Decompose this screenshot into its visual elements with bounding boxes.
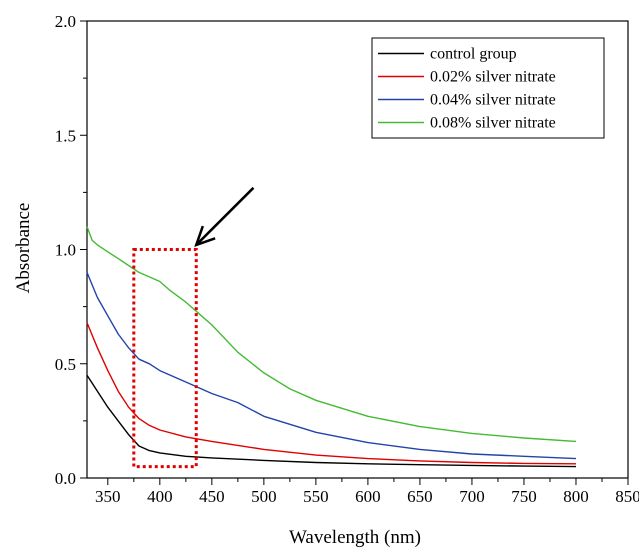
axes-layer: 350 400 450 500 550 600 650 700 750 800 850 0.0 0.5 1… <box>55 12 639 506</box>
series-line-4 <box>86 226 577 443</box>
x-tick-label: 500 <box>251 487 277 506</box>
y-tick-label: 1.5 <box>55 126 76 145</box>
y-tick-label: 1.0 <box>55 241 76 260</box>
annotation-layer <box>132 186 255 469</box>
legend-label-2: 0.02% silver nitrate <box>430 69 556 86</box>
series-line-3 <box>86 272 577 460</box>
x-axis-title: Wavelength (nm) <box>289 527 421 548</box>
arrow-shaft <box>195 186 255 246</box>
x-tick-label: 750 <box>511 487 537 506</box>
legend-label-1: control group <box>430 46 517 63</box>
y-axis-title: Absorbance <box>13 203 34 294</box>
highlight-box <box>132 248 198 469</box>
series-line-2 <box>86 322 577 465</box>
arrow-head <box>194 225 216 247</box>
x-tick-label: 550 <box>303 487 329 506</box>
y-tick-label: 0.5 <box>55 355 76 374</box>
x-tick-label: 350 <box>95 487 121 506</box>
series-layer <box>86 226 577 468</box>
x-tick-label: 450 <box>199 487 225 506</box>
legend: control group 0.02% silver nitrate 0.04% s… <box>371 37 605 139</box>
legend-box <box>371 37 605 139</box>
legend-label-4: 0.08% silver nitrate <box>430 115 556 132</box>
legend-label-3: 0.04% silver nitrate <box>430 92 556 109</box>
x-tick-label: 650 <box>407 487 433 506</box>
x-tick-label: 800 <box>563 487 589 506</box>
x-tick-label: 400 <box>147 487 173 506</box>
y-tick-label: 0.0 <box>55 469 76 488</box>
x-tick-label: 850 <box>615 487 639 506</box>
x-tick-label: 700 <box>459 487 485 506</box>
x-tick-label: 600 <box>355 487 381 506</box>
series-line-1 <box>86 374 577 468</box>
y-tick-label: 2.0 <box>55 12 76 31</box>
